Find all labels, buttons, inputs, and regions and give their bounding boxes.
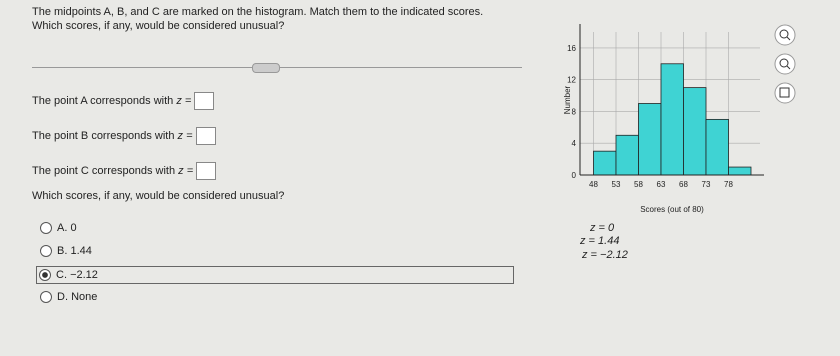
- z-label: z =: [178, 164, 194, 177]
- option-text: None: [71, 291, 98, 303]
- option: D. None: [40, 291, 98, 304]
- answer-dropdown[interactable]: [195, 127, 216, 145]
- x-tick-label: 58: [634, 180, 643, 189]
- option-text: 0: [70, 222, 77, 234]
- radio-button[interactable]: [40, 245, 52, 258]
- bar: [683, 87, 707, 176]
- statement-text: The point B corresponds with: [32, 129, 175, 142]
- option-letter: D.: [57, 291, 68, 303]
- x-tick-label: 53: [612, 180, 621, 189]
- bar: [615, 134, 639, 176]
- bar: [705, 118, 729, 176]
- y-tick-label: 12: [567, 76, 576, 85]
- prompt-line: The midpoints A, B, and C are marked on …: [32, 6, 484, 18]
- statement: The point C corresponds with z =: [32, 162, 217, 180]
- statement: The point B corresponds with z =: [32, 127, 216, 145]
- radio-button[interactable]: [39, 269, 51, 282]
- score-label: z = −2.12: [582, 249, 628, 261]
- answer-dropdown[interactable]: [194, 92, 215, 110]
- y-axis-label: Number: [563, 85, 572, 114]
- option-letter: C.: [56, 269, 67, 281]
- bar: [728, 166, 752, 176]
- option: A. 0: [40, 222, 77, 235]
- y-tick-label: 8: [572, 107, 577, 116]
- bar: [593, 150, 617, 176]
- expand-button[interactable]: [252, 63, 280, 73]
- x-tick-label: 78: [724, 180, 733, 189]
- x-axis-label: Scores (out of 80): [640, 205, 704, 214]
- statement-text: The point A corresponds with: [32, 94, 174, 107]
- score-label: z = 1.44: [580, 235, 620, 247]
- x-tick-label: 48: [589, 180, 598, 189]
- x-tick-label: 68: [679, 180, 688, 189]
- y-tick-label: 16: [567, 44, 576, 53]
- bar: [660, 63, 684, 176]
- tool-icons: [774, 24, 796, 104]
- zoom-out[interactable]: [774, 53, 796, 75]
- option-text: −2.12: [70, 269, 98, 281]
- option: B. 1.44: [40, 245, 92, 258]
- z-label: z =: [176, 94, 192, 107]
- subquestion: Which scores, if any, would be considere…: [32, 190, 285, 202]
- answer-dropdown[interactable]: [196, 162, 217, 180]
- option-text: 1.44: [70, 245, 92, 257]
- option-letter: B.: [57, 245, 68, 257]
- prompt-line: Which scores, if any, would be considere…: [32, 20, 285, 32]
- radio-button[interactable]: [40, 291, 52, 304]
- open-new[interactable]: [774, 82, 796, 104]
- option-letter: A.: [57, 222, 68, 234]
- bar: [638, 103, 662, 176]
- zoom-in[interactable]: [774, 24, 796, 46]
- statement: The point A corresponds with z =: [32, 92, 215, 110]
- z-label: z =: [177, 129, 193, 142]
- x-tick-label: 73: [702, 180, 711, 189]
- score-label: z = 0: [590, 222, 615, 234]
- y-tick-label: 4: [572, 139, 577, 148]
- statement-text: The point C corresponds with: [32, 164, 176, 177]
- radio-button[interactable]: [40, 222, 52, 235]
- option: C. −2.12: [36, 266, 514, 285]
- y-tick-label: 0: [572, 171, 577, 180]
- x-tick-label: 63: [657, 180, 666, 189]
